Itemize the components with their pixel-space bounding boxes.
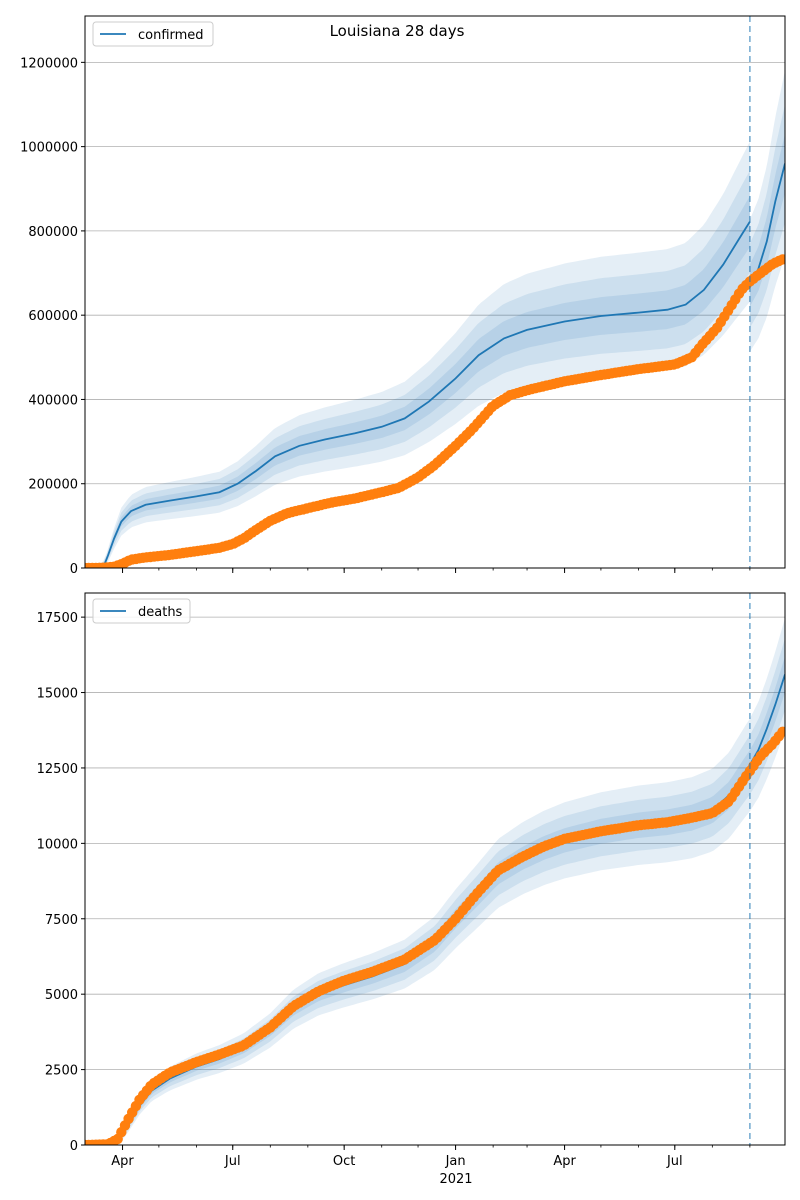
y-tick-label: 2500 — [45, 1064, 78, 1079]
y-tick-label: 5000 — [45, 988, 78, 1003]
x-axis-year-label: 2021 — [439, 1172, 472, 1187]
y-tick-label: 1000000 — [20, 141, 78, 156]
uncertainty-band — [749, 133, 785, 307]
y-tick-label: 0 — [70, 1139, 78, 1154]
y-tick-label: 12500 — [37, 762, 78, 777]
uncertainty-band — [749, 70, 785, 352]
y-tick-label: 600000 — [28, 309, 78, 324]
y-tick-label: 200000 — [28, 478, 78, 493]
axes-frame — [84, 15, 786, 569]
y-tick-label: 10000 — [37, 837, 78, 852]
confirmed-panel: 0 200000 400000 600000 800000 1000000 1200000 c… — [20, 15, 786, 577]
legend-label: deaths — [138, 605, 183, 620]
y-tick-label: 17500 — [37, 611, 78, 626]
legend-label: confirmed — [138, 28, 204, 43]
legend: confirmed — [92, 21, 214, 47]
y-tick-label: 0 — [70, 562, 78, 577]
x-tick-label: Oct — [333, 1154, 355, 1169]
uncertainty-band — [85, 170, 750, 568]
x-tick-label: Jan — [445, 1154, 466, 1169]
plot-area — [85, 70, 785, 568]
x-tick-label: Jul — [666, 1154, 683, 1169]
x-tick-label: Apr — [553, 1154, 576, 1169]
plot-area — [85, 618, 785, 1145]
legend: deaths — [92, 598, 191, 624]
y-tick-label: 400000 — [28, 393, 78, 408]
y-tick-label: 800000 — [28, 225, 78, 240]
y-tick-label: 7500 — [45, 913, 78, 928]
axes-frame — [84, 592, 786, 1146]
model-line — [85, 221, 751, 568]
observed-point — [777, 254, 785, 265]
y-tick-label: 15000 — [37, 687, 78, 702]
figure-title: Louisiana 28 days — [330, 22, 465, 40]
y-tick-label: 1200000 — [20, 56, 78, 71]
deaths-panel: 0 2500 5000 7500 10000 12500 15000 17500 Apr Jul O… — [37, 592, 786, 1169]
legend-box — [92, 21, 214, 47]
x-tick-label: Jul — [224, 1154, 241, 1169]
observed-point — [777, 726, 785, 737]
uncertainty-band — [85, 141, 750, 568]
forecast-line — [749, 674, 785, 766]
legend-box — [92, 598, 191, 624]
x-tick-label: Apr — [111, 1154, 134, 1169]
